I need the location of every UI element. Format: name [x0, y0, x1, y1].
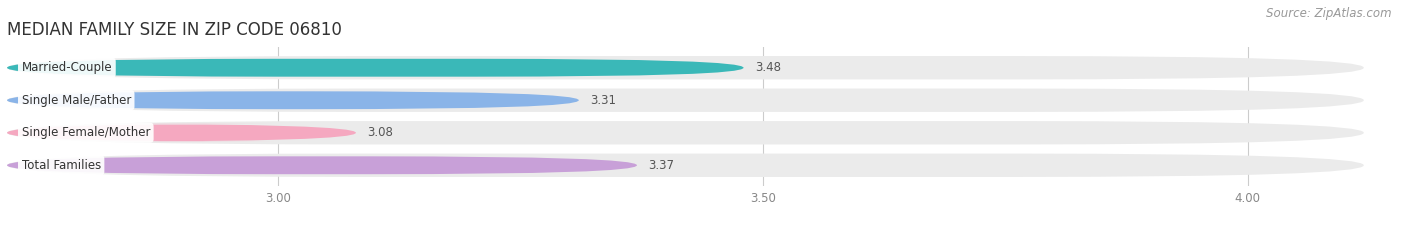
Text: Married-Couple: Married-Couple: [21, 61, 112, 74]
Text: 3.37: 3.37: [648, 159, 675, 172]
Text: 3.08: 3.08: [367, 126, 394, 139]
FancyBboxPatch shape: [7, 91, 579, 109]
FancyBboxPatch shape: [7, 89, 1364, 112]
FancyBboxPatch shape: [7, 124, 356, 142]
FancyBboxPatch shape: [7, 154, 1364, 177]
FancyBboxPatch shape: [7, 156, 637, 174]
FancyBboxPatch shape: [7, 59, 744, 77]
Text: Single Female/Mother: Single Female/Mother: [21, 126, 150, 139]
Text: 3.31: 3.31: [591, 94, 616, 107]
Text: Source: ZipAtlas.com: Source: ZipAtlas.com: [1267, 7, 1392, 20]
Text: MEDIAN FAMILY SIZE IN ZIP CODE 06810: MEDIAN FAMILY SIZE IN ZIP CODE 06810: [7, 21, 342, 39]
Text: 3.48: 3.48: [755, 61, 782, 74]
Text: Total Families: Total Families: [21, 159, 101, 172]
Text: Single Male/Father: Single Male/Father: [21, 94, 131, 107]
FancyBboxPatch shape: [7, 56, 1364, 79]
FancyBboxPatch shape: [7, 121, 1364, 144]
